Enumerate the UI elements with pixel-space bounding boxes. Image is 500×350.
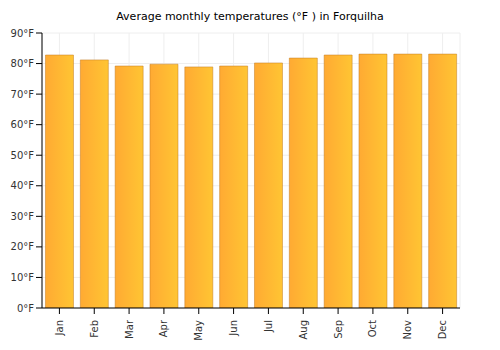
svg-text:40°F: 40°F — [11, 180, 35, 191]
svg-text:80°F: 80°F — [11, 58, 35, 69]
svg-text:70°F: 70°F — [11, 89, 35, 100]
html-text:Average monthly temperatures (: Average monthly temperatures (°F ) in Fo… — [116, 10, 384, 23]
svg-text:50°F: 50°F — [11, 150, 35, 161]
svg-text:Jun: Jun — [228, 320, 239, 337]
svg-text:Oct: Oct — [367, 320, 378, 337]
svg-text:Feb: Feb — [89, 320, 100, 338]
svg-text:10°F: 10°F — [11, 272, 35, 283]
svg-text:Jan: Jan — [54, 320, 65, 336]
svg-text:30°F: 30°F — [11, 211, 35, 222]
svg-text:May: May — [193, 320, 204, 341]
svg-text:Dec: Dec — [437, 320, 448, 339]
svg-text:20°F: 20°F — [11, 241, 35, 252]
svg-text:Aug: Aug — [298, 320, 309, 340]
svg-text:Mar: Mar — [124, 319, 135, 339]
svg-text:Apr: Apr — [158, 319, 169, 337]
svg-text:Sep: Sep — [333, 320, 344, 339]
svg-text:60°F: 60°F — [11, 119, 35, 130]
svg-text:0°F: 0°F — [17, 303, 34, 314]
svg-text:90°F: 90°F — [11, 28, 35, 39]
svg-text:Nov: Nov — [402, 320, 413, 340]
svg-text:Jul: Jul — [263, 320, 274, 333]
